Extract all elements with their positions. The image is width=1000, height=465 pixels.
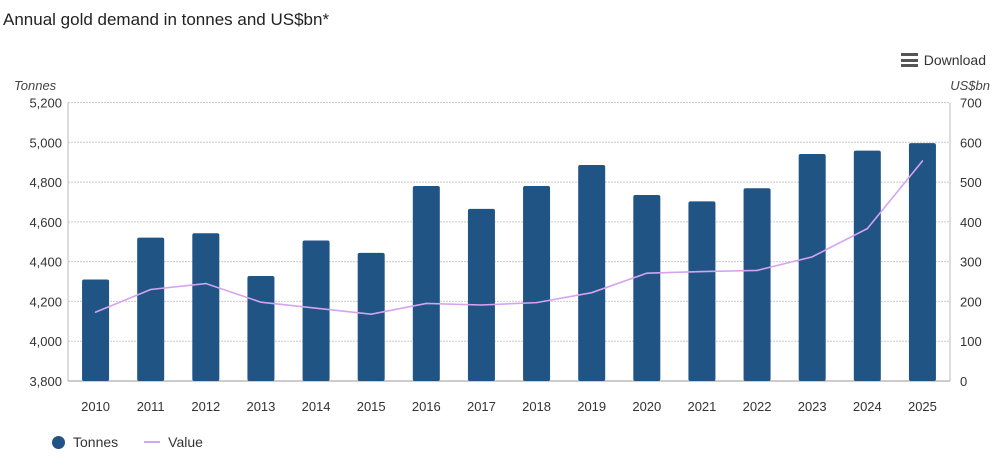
value-point-2016 — [425, 302, 428, 305]
bar-2023 — [798, 154, 826, 381]
value-point-2023 — [811, 256, 813, 258]
value-point-2020 — [646, 272, 648, 274]
x-tick-label: 2016 — [412, 399, 441, 414]
right-tick-label: 200 — [960, 294, 982, 309]
value-point-2025 — [921, 160, 924, 162]
legend: Tonnes Value — [52, 434, 229, 450]
left-axis-title: Tonnes — [14, 78, 57, 93]
download-label: Download — [923, 52, 986, 68]
x-tick-label: 2011 — [137, 399, 165, 414]
menu-icon — [900, 53, 918, 67]
bar-2022 — [743, 188, 771, 381]
left-tick-label: 4,200 — [29, 294, 62, 309]
left-tick-label: 5,000 — [29, 135, 62, 150]
value-point-2018 — [535, 301, 538, 304]
left-tick-label: 4,800 — [29, 175, 62, 190]
right-tick-label: 400 — [960, 215, 982, 230]
value-point-2022 — [756, 269, 758, 272]
value-point-2021 — [701, 270, 703, 273]
bar-2016 — [412, 186, 440, 381]
value-point-2012 — [205, 282, 207, 285]
bar-2017 — [467, 208, 495, 381]
right-tick-label: 700 — [960, 96, 982, 111]
right-tick-label: 600 — [960, 135, 982, 150]
x-tick-label: 2024 — [853, 399, 882, 414]
bar-2010 — [82, 279, 110, 381]
value-point-2024 — [866, 227, 869, 230]
bar-2014 — [302, 240, 330, 381]
left-tick-label: 4,000 — [29, 334, 62, 349]
bar-2024 — [853, 150, 881, 381]
bar-2025 — [908, 143, 936, 381]
x-tick-label: 2010 — [81, 399, 110, 414]
right-tick-label: 300 — [960, 255, 982, 270]
left-tick-label: 4,400 — [29, 255, 62, 270]
value-point-2011 — [149, 288, 152, 291]
value-point-2017 — [480, 304, 483, 306]
bar-2019 — [578, 164, 606, 381]
legend-label-tonnes: Tonnes — [73, 434, 119, 450]
bar-2015 — [357, 252, 385, 381]
x-tick-label: 2017 — [467, 399, 496, 414]
bar-2013 — [247, 275, 275, 381]
left-tick-label: 5,200 — [29, 96, 62, 111]
chart-title: Annual gold demand in tonnes and US$bn* — [3, 10, 330, 29]
bar-2012 — [192, 233, 220, 381]
bar-2018 — [523, 186, 551, 381]
legend-item-value[interactable]: Value — [144, 434, 203, 450]
x-tick-label: 2023 — [798, 399, 827, 414]
bar-2011 — [137, 237, 165, 381]
x-tick-label: 2014 — [302, 399, 331, 414]
x-tick-label: 2018 — [522, 399, 551, 414]
right-tick-label: 100 — [960, 334, 982, 349]
value-point-2010 — [94, 311, 97, 313]
x-tick-label: 2012 — [191, 399, 220, 414]
download-button[interactable]: Download — [900, 52, 986, 68]
right-axis-title: US$bn — [950, 78, 990, 93]
bar-2021 — [688, 201, 716, 381]
x-tick-label: 2021 — [687, 399, 716, 414]
x-tick-label: 2015 — [357, 399, 386, 414]
x-tick-label: 2013 — [246, 399, 275, 414]
bar-2020 — [633, 195, 661, 381]
x-tick-label: 2020 — [632, 399, 661, 414]
legend-item-tonnes[interactable]: Tonnes — [52, 434, 118, 450]
x-tick-label: 2025 — [908, 399, 937, 414]
value-point-2013 — [260, 301, 262, 304]
value-point-2015 — [370, 313, 372, 315]
left-tick-label: 3,800 — [29, 374, 62, 389]
left-tick-label: 4,600 — [29, 215, 62, 230]
x-tick-label: 2019 — [577, 399, 606, 414]
right-tick-label: 0 — [960, 374, 967, 389]
value-point-2014 — [315, 307, 317, 309]
legend-label-value: Value — [168, 434, 203, 450]
x-tick-label: 2022 — [743, 399, 772, 414]
value-point-2019 — [590, 291, 593, 294]
right-tick-label: 500 — [960, 175, 982, 190]
value-line — [95, 160, 924, 315]
legend-swatch-value — [144, 441, 161, 443]
legend-swatch-tonnes — [52, 435, 65, 449]
